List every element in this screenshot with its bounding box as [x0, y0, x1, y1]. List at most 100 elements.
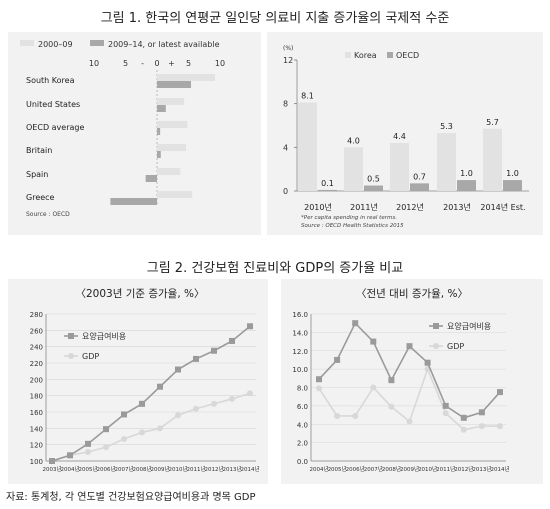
x-tick-label: 2004년 [60, 465, 79, 473]
y-tick-label: 240 [30, 344, 43, 352]
point-square [497, 389, 503, 396]
y-tick-label: 4 [283, 143, 288, 152]
y-tick-label: 280 [30, 311, 43, 319]
data-label: 0.1 [321, 179, 334, 188]
x-tick-label: 2005년 [328, 465, 347, 473]
bar-oecd [410, 183, 429, 191]
y-tick-label: 160 [30, 409, 43, 417]
y-tick-label: 4.0 [297, 421, 308, 429]
bar-dark [157, 81, 192, 88]
point-square [247, 323, 253, 330]
figure2-left-panel: 〈2003년 기준 증가율, %〉 280 260 240 220 200 180 160 14… [8, 279, 268, 484]
point-square [316, 376, 322, 383]
source-note: 자료: 통계청, 각 연도별 건강보험요양급여비용과 명목 GDP [6, 492, 256, 503]
vbar-chart: (%) 12 8 4 0 Korea OECD 8.1 0.1 2010년 4.0 0.5 2011년 4… [283, 45, 529, 229]
note-label: *Per capita spending in real terms. [301, 215, 397, 221]
point-square [424, 359, 431, 366]
point-circle [497, 423, 503, 430]
point-circle [193, 405, 199, 412]
y-tick-label: 180 [30, 393, 43, 401]
bar-korea [344, 147, 363, 191]
x-tick-label: 2009년 [150, 465, 169, 473]
bar-light [157, 98, 185, 105]
y-tick-label: 120 [30, 442, 43, 450]
point-circle [211, 400, 217, 407]
point-square [478, 409, 485, 416]
unit-label: (%) [283, 45, 293, 52]
point-circle [352, 412, 359, 419]
point-circle [316, 385, 322, 392]
category-label: Britain [26, 146, 52, 155]
point-square [85, 440, 91, 447]
y-tick-label: 0 [283, 187, 288, 196]
point-square [352, 320, 359, 327]
y-tick-label: 2.0 [297, 440, 308, 448]
y-tick-label: 100 [30, 458, 43, 466]
point-circle [406, 418, 413, 425]
data-label: 5.7 [486, 118, 499, 127]
x-tick-label: 2013년 [443, 202, 471, 212]
point-circle [103, 444, 109, 451]
legend-swatch-1 [387, 52, 393, 58]
x-tick-label: 2012년 [204, 465, 223, 473]
series-line-1 [51, 392, 251, 462]
figure2-title: 그림 2. 건강보험 진료비와 GDP의 증가율 비교 [146, 261, 404, 276]
point-circle [370, 384, 377, 391]
point-circle [442, 410, 449, 417]
point-circle [478, 423, 485, 430]
legend-marker-1 [68, 353, 74, 359]
figure1-right-panel: (%) 12 8 4 0 Korea OECD 8.1 0.1 2010년 4.0 0.5 2011년 4… [267, 32, 543, 235]
x-tick-label: 2010년 [418, 465, 437, 473]
bar-korea [390, 142, 409, 191]
legend-label-1: 2009–14, or latest available [108, 40, 220, 49]
bar-light [157, 121, 188, 128]
chart-subtitle: 〈2003년 기준 증가율, %〉 [75, 288, 204, 300]
legend-label-0: 요양급여비용 [82, 331, 126, 341]
data-label: 1.0 [506, 169, 519, 178]
point-circle [388, 403, 395, 410]
figure1-title: 그림 1. 한국의 연평균 일인당 의료비 지출 증가율의 국제적 수준 [100, 11, 450, 26]
x-tick-label: 5 [186, 59, 191, 68]
y-tick-label: 8 [283, 100, 288, 109]
y-tick-label: 6.0 [297, 403, 308, 411]
data-label: 5.3 [440, 122, 453, 131]
legend-swatch-0 [345, 52, 351, 58]
x-tick-label: 2003년 [42, 465, 61, 473]
point-square [67, 452, 73, 459]
bar-oecd [318, 189, 337, 191]
point-square [229, 337, 235, 344]
x-tick-label: 2011년 [350, 202, 378, 212]
point-square [103, 426, 109, 433]
point-circle [229, 395, 235, 402]
y-tick-label: 200 [30, 376, 43, 384]
y-tick-label: 14.0 [292, 329, 308, 337]
point-square [211, 347, 217, 354]
legend-marker-1 [433, 343, 439, 349]
x-tick-label: 2014년 [240, 465, 259, 473]
x-tick-label: 2010년 [304, 202, 332, 212]
x-tick-label: 2006년 [96, 465, 115, 473]
legend-label-0: 요양급여비용 [447, 321, 491, 331]
data-label: 0.7 [413, 172, 426, 181]
bar-dark [157, 105, 166, 112]
point-circle [85, 449, 91, 456]
note-label: Source : OECD Health Statistics 2015 [301, 223, 404, 229]
y-tick-label: 12.0 [292, 348, 308, 356]
x-tick-label: 2007년 [114, 465, 133, 473]
bar-korea [298, 102, 317, 191]
x-tick-label: - [141, 59, 144, 68]
point-square [175, 366, 181, 373]
x-tick-label: 2007년 [364, 465, 383, 473]
x-tick-label: 0 [154, 59, 159, 68]
x-tick-label: 2011년 [186, 465, 205, 473]
bar-korea [483, 128, 502, 191]
x-tick-label: 5 [123, 59, 128, 68]
x-tick-label: 2013년 [222, 465, 241, 473]
category-label: Greece [26, 193, 55, 202]
point-circle [460, 426, 467, 433]
point-square [139, 400, 145, 407]
series-line-0 [318, 321, 501, 419]
data-label: 4.0 [347, 136, 360, 145]
point-square [370, 338, 377, 345]
x-tick-label: 2011년 [436, 465, 455, 473]
